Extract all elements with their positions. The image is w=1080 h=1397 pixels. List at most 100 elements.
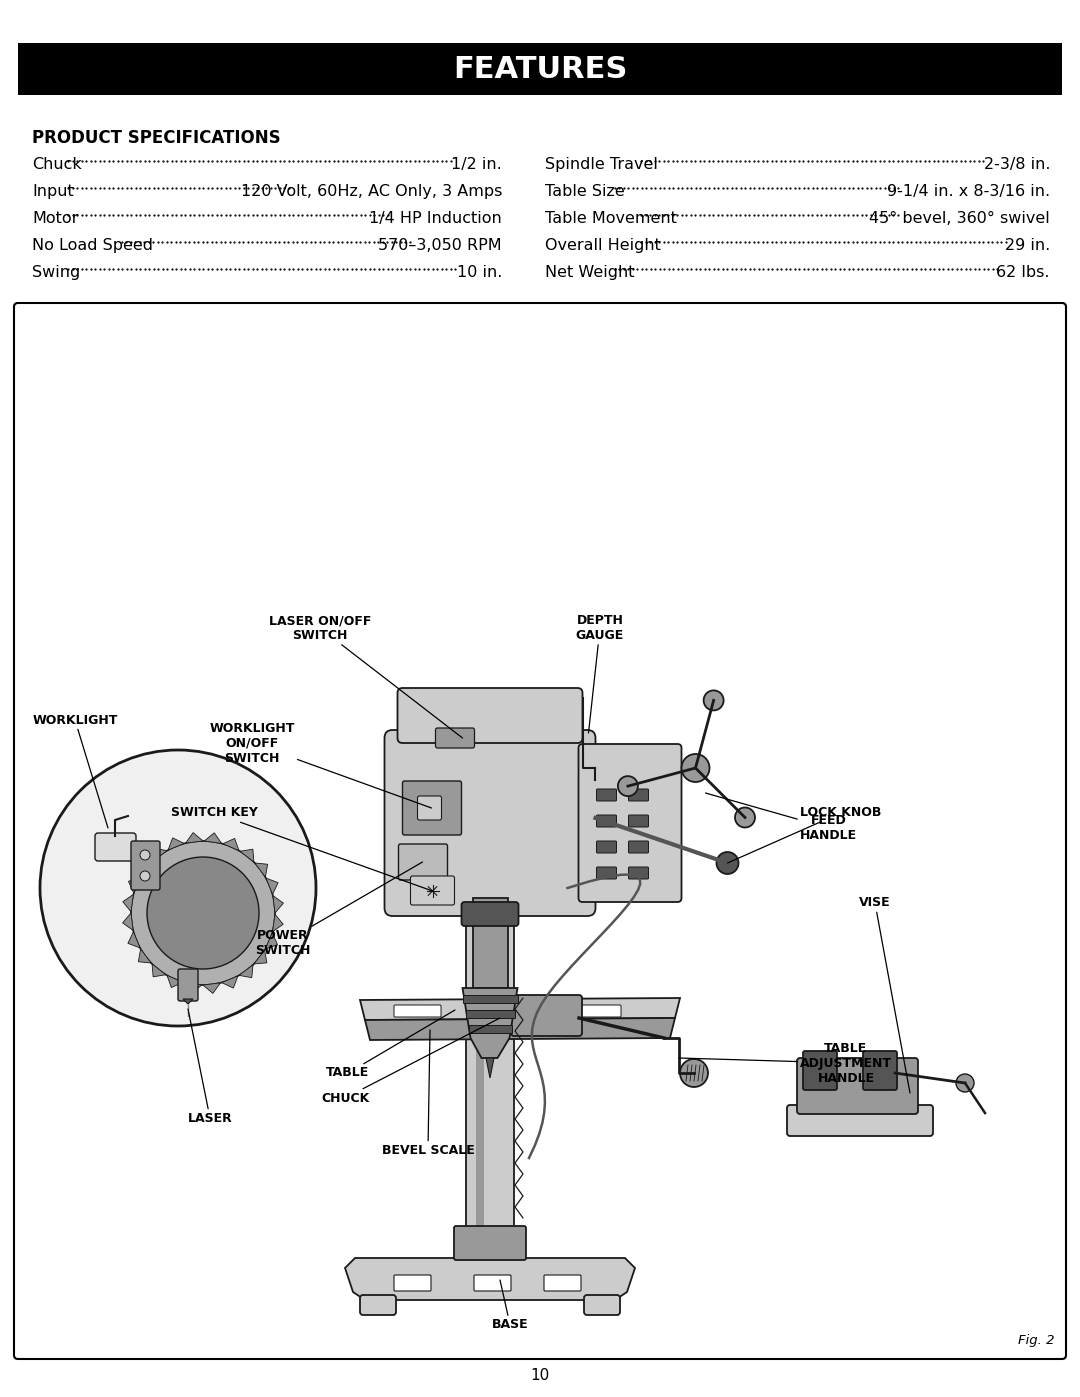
Text: 1/2 in.: 1/2 in. — [451, 156, 502, 172]
Text: LOCK KNOB: LOCK KNOB — [728, 806, 881, 863]
Text: TABLE
ADJUSTMENT
HANDLE: TABLE ADJUSTMENT HANDLE — [679, 1042, 892, 1084]
FancyBboxPatch shape — [579, 745, 681, 902]
FancyBboxPatch shape — [465, 1010, 514, 1018]
Circle shape — [40, 750, 316, 1025]
Polygon shape — [203, 983, 220, 993]
FancyBboxPatch shape — [403, 781, 461, 835]
Polygon shape — [153, 848, 167, 861]
FancyBboxPatch shape — [863, 1051, 897, 1090]
FancyBboxPatch shape — [469, 1025, 512, 1032]
Polygon shape — [123, 894, 134, 912]
FancyBboxPatch shape — [629, 814, 648, 827]
FancyBboxPatch shape — [596, 841, 617, 854]
Circle shape — [680, 1059, 708, 1087]
FancyBboxPatch shape — [629, 841, 648, 854]
Circle shape — [140, 870, 150, 882]
Text: Spindle Travel: Spindle Travel — [545, 156, 658, 172]
Text: Fig. 2: Fig. 2 — [1017, 1334, 1054, 1347]
FancyBboxPatch shape — [596, 868, 617, 879]
FancyBboxPatch shape — [18, 43, 1062, 95]
Polygon shape — [360, 997, 680, 1020]
Text: WORKLIGHT: WORKLIGHT — [32, 714, 118, 828]
Polygon shape — [204, 833, 221, 844]
FancyBboxPatch shape — [435, 728, 474, 747]
Text: 1/4 HP Induction: 1/4 HP Induction — [369, 211, 502, 226]
Circle shape — [618, 777, 638, 796]
Polygon shape — [152, 964, 166, 977]
Circle shape — [131, 841, 275, 985]
Polygon shape — [345, 1259, 635, 1301]
Text: POWER
SWITCH: POWER SWITCH — [255, 862, 422, 957]
Text: FEED
HANDLE: FEED HANDLE — [705, 793, 858, 842]
FancyBboxPatch shape — [476, 738, 484, 1259]
FancyBboxPatch shape — [511, 995, 582, 1037]
Polygon shape — [139, 862, 152, 876]
Text: Table Movement: Table Movement — [545, 211, 677, 226]
FancyBboxPatch shape — [131, 841, 160, 890]
FancyBboxPatch shape — [410, 876, 455, 905]
Circle shape — [956, 1074, 974, 1092]
FancyBboxPatch shape — [14, 303, 1066, 1359]
FancyBboxPatch shape — [360, 1295, 396, 1315]
Polygon shape — [183, 999, 193, 1004]
Text: 29 in.: 29 in. — [1004, 237, 1050, 253]
Polygon shape — [254, 950, 267, 964]
FancyBboxPatch shape — [418, 796, 442, 820]
Text: 10: 10 — [530, 1368, 550, 1383]
Text: Input: Input — [32, 184, 73, 198]
FancyBboxPatch shape — [797, 1058, 918, 1113]
FancyBboxPatch shape — [474, 1275, 511, 1291]
Polygon shape — [129, 877, 140, 893]
Text: Swing: Swing — [32, 265, 80, 279]
Text: 45° bevel, 360° swivel: 45° bevel, 360° swivel — [869, 211, 1050, 226]
Text: LASER: LASER — [188, 1009, 232, 1125]
FancyBboxPatch shape — [397, 687, 582, 743]
Polygon shape — [462, 988, 517, 1058]
Text: CHUCK: CHUCK — [321, 1018, 500, 1105]
Polygon shape — [239, 965, 253, 978]
FancyBboxPatch shape — [473, 898, 508, 988]
FancyBboxPatch shape — [95, 833, 136, 861]
Polygon shape — [123, 914, 133, 930]
Text: TABLE: TABLE — [326, 1010, 455, 1080]
Text: 10 in.: 10 in. — [457, 265, 502, 279]
FancyBboxPatch shape — [461, 902, 518, 926]
FancyBboxPatch shape — [573, 1004, 621, 1017]
Polygon shape — [273, 895, 283, 914]
Text: 570–3,050 RPM: 570–3,050 RPM — [378, 237, 502, 253]
FancyBboxPatch shape — [787, 1105, 933, 1136]
FancyBboxPatch shape — [394, 1275, 431, 1291]
Polygon shape — [138, 949, 151, 963]
Polygon shape — [186, 833, 203, 844]
Polygon shape — [240, 849, 254, 862]
Text: Table Size: Table Size — [545, 184, 624, 198]
Polygon shape — [221, 977, 238, 988]
Text: 120 Volt, 60Hz, AC Only, 3 Amps: 120 Volt, 60Hz, AC Only, 3 Amps — [241, 184, 502, 198]
Polygon shape — [486, 1058, 494, 1078]
FancyBboxPatch shape — [465, 738, 514, 1259]
Text: 9-1/4 in. x 8-3/16 in.: 9-1/4 in. x 8-3/16 in. — [887, 184, 1050, 198]
Polygon shape — [266, 933, 278, 949]
FancyBboxPatch shape — [494, 1004, 541, 1017]
Text: No Load Speed: No Load Speed — [32, 237, 153, 253]
Circle shape — [140, 849, 150, 861]
Polygon shape — [272, 914, 283, 932]
FancyBboxPatch shape — [399, 844, 447, 880]
FancyBboxPatch shape — [178, 970, 198, 1002]
FancyBboxPatch shape — [629, 789, 648, 800]
Polygon shape — [266, 879, 279, 894]
Text: 2-3/8 in.: 2-3/8 in. — [984, 156, 1050, 172]
Circle shape — [735, 807, 755, 827]
Circle shape — [703, 690, 724, 711]
Polygon shape — [365, 1018, 675, 1039]
Text: BASE: BASE — [491, 1280, 528, 1331]
Text: DEPTH
GAUGE: DEPTH GAUGE — [576, 615, 624, 733]
Polygon shape — [222, 838, 239, 851]
FancyBboxPatch shape — [629, 868, 648, 879]
Polygon shape — [167, 975, 184, 988]
Text: Net Weight: Net Weight — [545, 265, 635, 279]
Text: SWITCH KEY: SWITCH KEY — [171, 806, 432, 891]
Text: VISE: VISE — [860, 897, 910, 1092]
Text: BEVEL SCALE: BEVEL SCALE — [381, 1030, 474, 1157]
FancyBboxPatch shape — [804, 1051, 837, 1090]
